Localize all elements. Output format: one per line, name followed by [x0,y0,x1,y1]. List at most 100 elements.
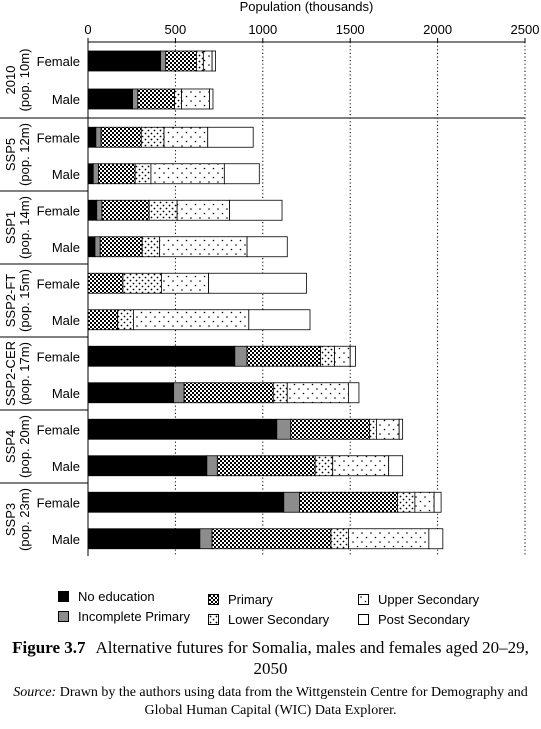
bar-segment-post-secondary [248,309,311,331]
figure-title: Figure 3.7 Alternative futures for Somali… [0,637,541,679]
bar-segment-upper-secondary [159,236,248,258]
group-label: SSP4(pop. 20m) [3,415,32,478]
group-label: SSP5(pop. 12m) [3,123,32,186]
bar-segment-upper-secondary [376,418,400,440]
x-tick-label: 0 [84,22,91,37]
group-label: SSP2-FT(pop. 15m) [3,269,32,332]
figure-title-text: Alternative futures for Somalia, males a… [95,638,529,678]
bar-segment-incomplete-primary [92,163,99,185]
bar-segment-lower-secondary [174,88,182,110]
bar-segment-upper-secondary [176,199,230,221]
bar-segment-primary [87,309,119,331]
legend-label: Upper Secondary [378,592,480,607]
group-label: SSP1(pop. 14m) [3,196,32,259]
source-text: Drawn by the authors using data from the… [59,685,528,718]
bar-segment-post-secondary [223,163,260,185]
bar-segment-lower-secondary [134,163,152,185]
bar-segment-upper-secondary [286,382,349,404]
bar-segment-primary [98,163,136,185]
bar-segment-post-secondary [348,382,360,404]
bar-segment-primary [299,491,398,513]
bar-segment-upper-secondary [348,528,430,550]
legend-item-upper-secondary: Upper Secondary [358,592,479,607]
row-label-male: Male [52,167,80,182]
legend-label: Incomplete Primary [78,609,190,624]
bar-segment-lower-secondary [140,126,165,148]
bar-segment-incomplete-primary [94,236,101,258]
group-population: (pop. 23m) [17,488,32,551]
bar-segment-no-education [87,528,201,550]
row-label-male: Male [52,92,80,107]
legend-swatch-incomplete-primary [58,611,69,622]
row-label-female: Female [37,422,80,437]
source-label: Source: [13,685,57,700]
bar-segment-upper-secondary [334,345,351,367]
group-population: (pop. 14m) [17,196,32,259]
row-label-male: Male [52,240,80,255]
bar-segment-no-education [87,236,96,258]
x-tick-label: 1000 [248,22,277,37]
group-scenario: SSP4 [3,430,18,463]
legend-label: No education [78,589,155,604]
x-tick-label: 500 [165,22,187,37]
x-tick-label: 2000 [423,22,452,37]
row-label-female: Female [37,54,80,69]
row-label-male: Male [52,459,80,474]
row-label-female: Female [37,349,80,364]
bar-segment-lower-secondary [141,236,161,258]
legend-item-lower-secondary: Lower Secondary [208,612,329,627]
bar-segment-lower-secondary [330,528,349,550]
legend-label: Post Secondary [378,612,470,627]
bar-segment-incomplete-primary [95,126,102,148]
x-axis-title: Population (thousands) [240,0,374,14]
bar-segment-primary [216,455,316,477]
bar-segment-primary [99,236,143,258]
bar-segment-incomplete-primary [283,491,300,513]
bar-segment-post-secondary [207,126,254,148]
legend-swatch-primary [208,594,219,605]
bar-segment-incomplete-primary [173,382,185,404]
bar-segment-post-secondary [208,272,307,294]
bar-segment-primary [87,272,124,294]
bar-segment-primary [290,418,370,440]
bar-segment-no-education [87,455,208,477]
bar-segment-upper-secondary [181,88,210,110]
legend-item-incomplete-primary: Incomplete Primary [58,609,190,624]
group-scenario: SSP1 [3,211,18,244]
bar-segment-post-secondary [209,88,214,110]
bar-segment-primary [100,126,142,148]
bar-segment-no-education [87,382,175,404]
bar-segment-primary [165,50,197,72]
group-scenario: 2010 [3,66,18,95]
bar-segment-post-secondary [398,418,404,440]
bar-segment-no-education [87,163,94,185]
legend-label: Lower Secondary [228,612,330,627]
bar-segment-upper-secondary [414,491,435,513]
bar-segment-no-education [87,418,278,440]
bar-segment-lower-secondary [314,455,334,477]
group-label: SSP2-CER(pop. 17m) [3,341,32,406]
legend-swatch-upper-secondary [358,594,369,605]
group-label: 2010(pop. 10m) [3,49,32,112]
bar-segment-post-secondary [428,528,444,550]
bar-segment-lower-secondary [272,382,288,404]
bar-segment-post-secondary [246,236,288,258]
bar-segment-lower-secondary [369,418,377,440]
legend-swatch-post-secondary [358,614,369,625]
bar-segment-no-education [87,491,285,513]
x-tick-label: 2500 [511,22,540,37]
bar-segment-incomplete-primary [160,50,167,72]
bar-segment-post-secondary [433,491,442,513]
x-tick-label: 1500 [336,22,365,37]
bar-segment-primary [101,199,150,221]
bar-segment-upper-secondary [202,50,213,72]
bar-segment-post-secondary [349,345,356,367]
stacked-bar-chart: Population (thousands) 0 500 1000 1500 2000 25… [0,0,540,556]
legend-item-no-education: No education [58,589,155,604]
bar-segment-post-secondary [229,199,283,221]
bar-segment-incomplete-primary [132,88,139,110]
bar-segment-upper-secondary [133,309,250,331]
bar-segment-primary [246,345,321,367]
group-scenario: SSP3 [3,503,18,536]
row-label-male: Male [52,386,80,401]
